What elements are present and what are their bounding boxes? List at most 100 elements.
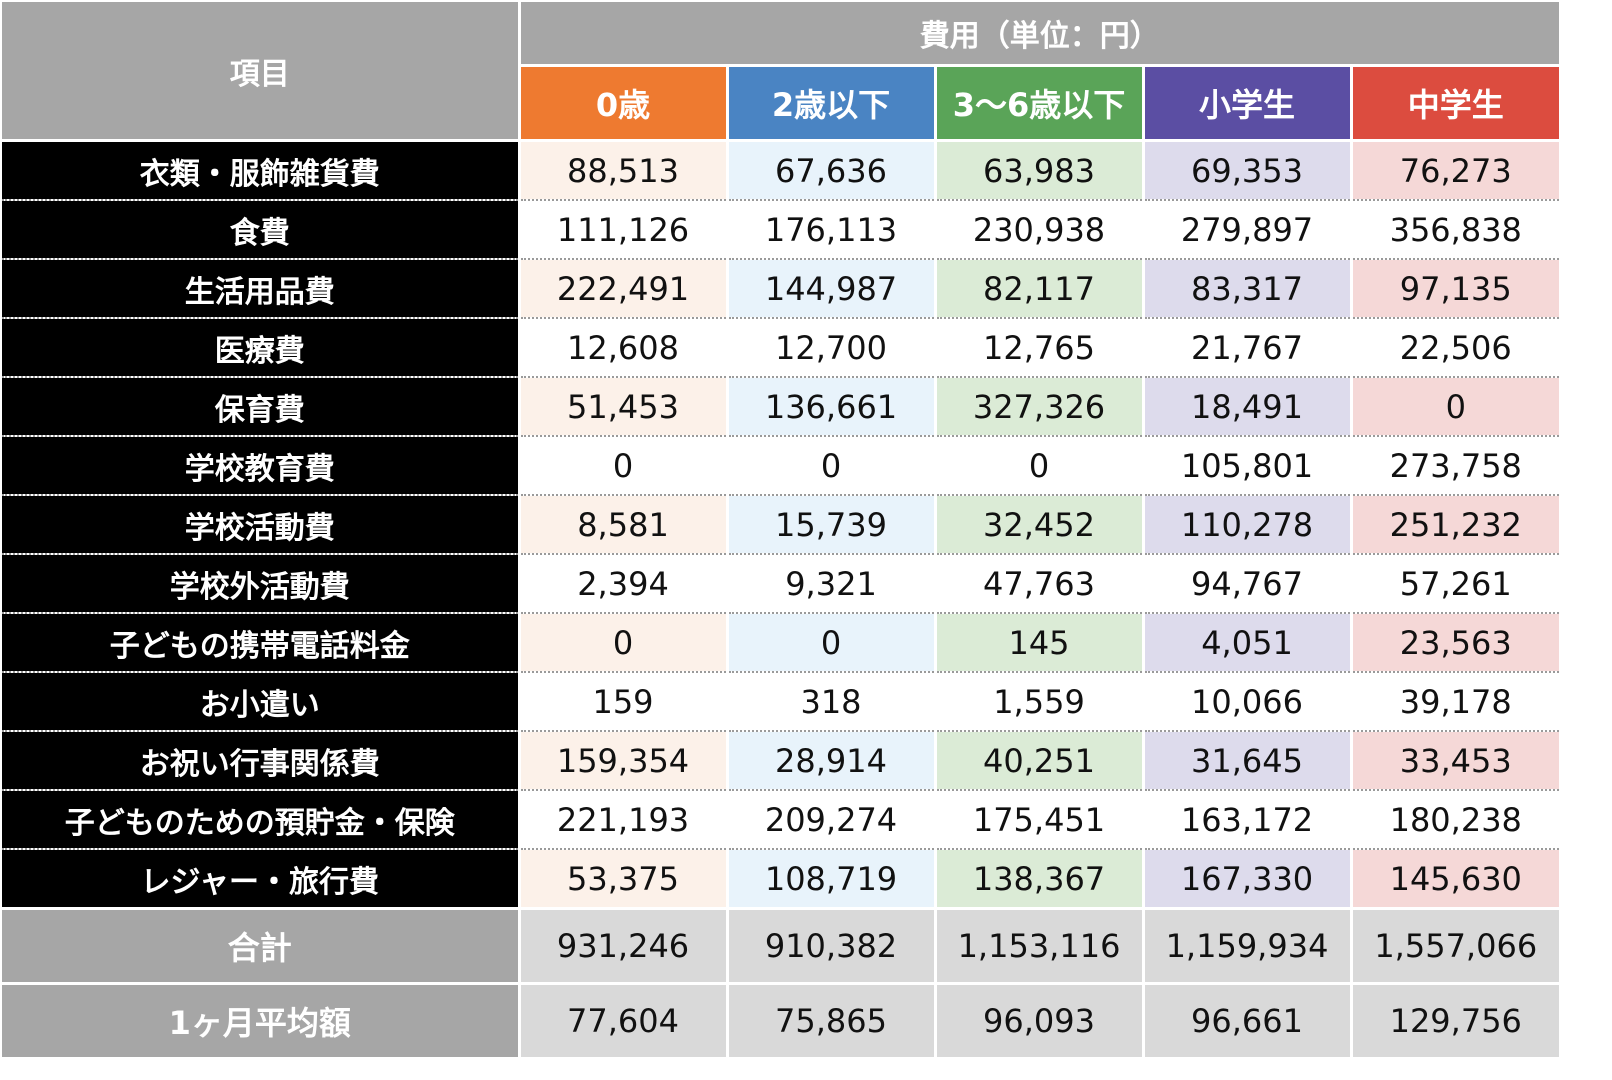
table-cell: 21,767 xyxy=(1143,318,1353,378)
row-label: 学校活動費 xyxy=(2,495,521,555)
table-cell: 39,178 xyxy=(1351,672,1559,732)
table-cell: 23,563 xyxy=(1351,613,1559,673)
table-body: 衣類・服飾雑貨費 88,513 67,636 63,983 69,353 76,273 食費… xyxy=(2,140,1559,1057)
table-cell: 163,172 xyxy=(1143,790,1353,850)
table-row: 学校教育費 0 0 0 105,801 273,758 xyxy=(2,436,1559,496)
table-cell: 175,451 xyxy=(935,790,1145,850)
column-header: 3〜6歳以下 xyxy=(935,65,1145,142)
table-cell: 31,645 xyxy=(1143,731,1353,791)
row-label: 衣類・服飾雑貨費 xyxy=(2,140,521,201)
table-row: レジャー・旅行費 53,375 108,719 138,367 167,330 145,6… xyxy=(2,849,1559,910)
table-cell: 18,491 xyxy=(1143,377,1353,437)
table-cell: 88,513 xyxy=(519,140,729,201)
table-cell: 0 xyxy=(727,613,937,673)
table-row: お祝い行事関係費 159,354 28,914 40,251 31,645 33,453 xyxy=(2,731,1559,791)
total-row: 合計 931,246 910,382 1,153,116 1,159,934 1,557,… xyxy=(2,907,1559,984)
table-cell: 108,719 xyxy=(727,849,937,910)
table-row: 子どもの携帯電話料金 0 0 145 4,051 23,563 xyxy=(2,613,1559,673)
table-cell: 279,897 xyxy=(1143,200,1353,260)
row-label: 学校外活動費 xyxy=(2,554,521,614)
table-cell: 28,914 xyxy=(727,731,937,791)
item-header: 項目 xyxy=(2,2,521,142)
total-cell: 129,756 xyxy=(1351,982,1559,1057)
table-cell: 327,326 xyxy=(935,377,1145,437)
table-cell: 273,758 xyxy=(1351,436,1559,496)
table-cell: 105,801 xyxy=(1143,436,1353,496)
table-cell: 8,581 xyxy=(519,495,729,555)
row-label: お祝い行事関係費 xyxy=(2,731,521,791)
total-cell: 1,153,116 xyxy=(935,907,1145,984)
row-label: 生活用品費 xyxy=(2,259,521,319)
row-label: 医療費 xyxy=(2,318,521,378)
table-cell: 145 xyxy=(935,613,1145,673)
table-cell: 209,274 xyxy=(727,790,937,850)
table-cell: 145,630 xyxy=(1351,849,1559,910)
table-cell: 33,453 xyxy=(1351,731,1559,791)
table-cell: 63,983 xyxy=(935,140,1145,201)
total-cell: 77,604 xyxy=(519,982,729,1057)
table-cell: 69,353 xyxy=(1143,140,1353,201)
total-cell: 1,159,934 xyxy=(1143,907,1353,984)
table-row: 医療費 12,608 12,700 12,765 21,767 22,506 xyxy=(2,318,1559,378)
table-row: 学校活動費 8,581 15,739 32,452 110,278 251,232 xyxy=(2,495,1559,555)
table-row: お小遣い 159 318 1,559 10,066 39,178 xyxy=(2,672,1559,732)
row-label: 子どものための預貯金・保険 xyxy=(2,790,521,850)
row-label: お小遣い xyxy=(2,672,521,732)
table-cell: 176,113 xyxy=(727,200,937,260)
table-cell: 82,117 xyxy=(935,259,1145,319)
table-cell: 67,636 xyxy=(727,140,937,201)
table-cell: 0 xyxy=(1351,377,1559,437)
table-cell: 53,375 xyxy=(519,849,729,910)
table-row: 子どものための預貯金・保険 221,193 209,274 175,451 163,17… xyxy=(2,790,1559,850)
table-row: 衣類・服飾雑貨費 88,513 67,636 63,983 69,353 76,273 xyxy=(2,140,1559,201)
column-header: 小学生 xyxy=(1143,65,1353,142)
row-label: レジャー・旅行費 xyxy=(2,849,521,910)
table-cell: 0 xyxy=(935,436,1145,496)
table-cell: 83,317 xyxy=(1143,259,1353,319)
table-row: 生活用品費 222,491 144,987 82,117 83,317 97,135 xyxy=(2,259,1559,319)
row-label: 保育費 xyxy=(2,377,521,437)
total-label: 1ヶ月平均額 xyxy=(2,982,521,1057)
total-row: 1ヶ月平均額 77,604 75,865 96,093 96,661 129,756 xyxy=(2,982,1559,1057)
column-header: 2歳以下 xyxy=(727,65,937,142)
table-cell: 318 xyxy=(727,672,937,732)
table-row: 学校外活動費 2,394 9,321 47,763 94,767 57,261 xyxy=(2,554,1559,614)
table-cell: 221,193 xyxy=(519,790,729,850)
table-cell: 94,767 xyxy=(1143,554,1353,614)
cost-table: 項目 費用（単位：円） 0歳 2歳以下 3〜6歳以下 小学生 中学生 衣類・服飾雑貨費 8… xyxy=(2,2,1559,1057)
table-cell: 0 xyxy=(519,436,729,496)
table-cell: 356,838 xyxy=(1351,200,1559,260)
table-cell: 167,330 xyxy=(1143,849,1353,910)
table-cell: 1,559 xyxy=(935,672,1145,732)
row-label: 学校教育費 xyxy=(2,436,521,496)
total-cell: 96,661 xyxy=(1143,982,1353,1057)
table-cell: 4,051 xyxy=(1143,613,1353,673)
table-cell: 180,238 xyxy=(1351,790,1559,850)
column-header: 0歳 xyxy=(519,65,729,142)
table-cell: 222,491 xyxy=(519,259,729,319)
table-cell: 9,321 xyxy=(727,554,937,614)
row-label: 食費 xyxy=(2,200,521,260)
total-cell: 910,382 xyxy=(727,907,937,984)
table-cell: 40,251 xyxy=(935,731,1145,791)
total-cell: 75,865 xyxy=(727,982,937,1057)
table-cell: 97,135 xyxy=(1351,259,1559,319)
table-cell: 32,452 xyxy=(935,495,1145,555)
cost-header: 費用（単位：円） xyxy=(519,2,1559,67)
table-cell: 136,661 xyxy=(727,377,937,437)
table-cell: 251,232 xyxy=(1351,495,1559,555)
table-cell: 111,126 xyxy=(519,200,729,260)
table-row: 保育費 51,453 136,661 327,326 18,491 0 xyxy=(2,377,1559,437)
table-cell: 144,987 xyxy=(727,259,937,319)
total-cell: 96,093 xyxy=(935,982,1145,1057)
table-cell: 110,278 xyxy=(1143,495,1353,555)
table-cell: 2,394 xyxy=(519,554,729,614)
table-cell: 12,608 xyxy=(519,318,729,378)
table-cell: 159,354 xyxy=(519,731,729,791)
table-cell: 76,273 xyxy=(1351,140,1559,201)
table-cell: 10,066 xyxy=(1143,672,1353,732)
table-cell: 12,700 xyxy=(727,318,937,378)
age-header-row: 0歳 2歳以下 3〜6歳以下 小学生 中学生 xyxy=(2,65,1559,142)
row-label: 子どもの携帯電話料金 xyxy=(2,613,521,673)
table-cell: 51,453 xyxy=(519,377,729,437)
